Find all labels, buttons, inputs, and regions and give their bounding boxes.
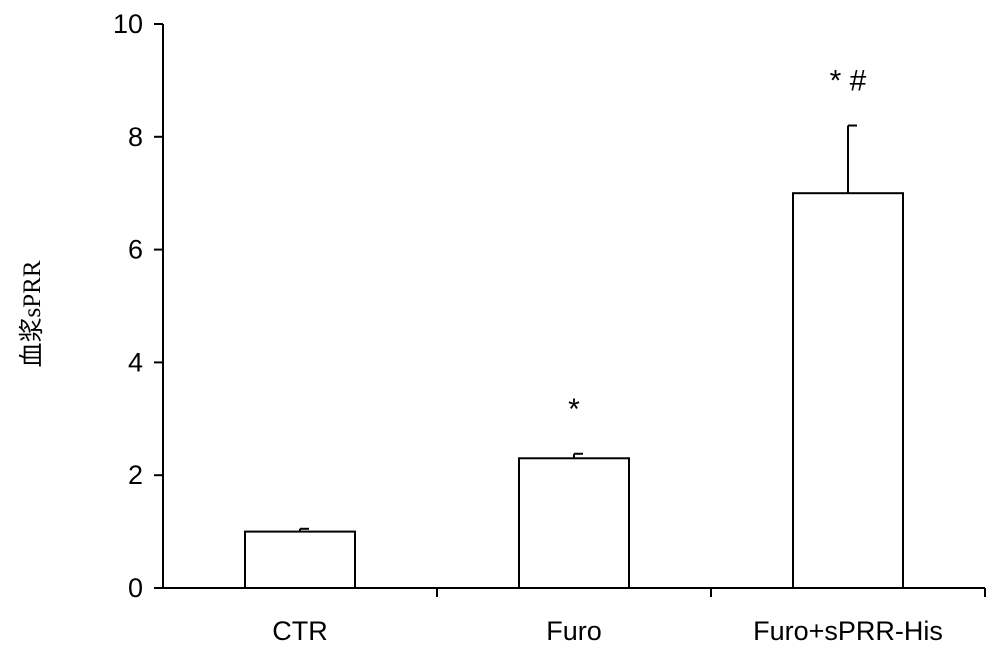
bar [518,457,630,589]
y-axis-title: 血浆sPRR [18,260,46,367]
significance-annotation: * # [830,65,867,98]
x-category-label: Furo+sPRR-His [753,616,943,646]
labels-layer: 0 2 4 6 8 10 CTR Furo * Furo+sPRR-His * # [113,9,943,646]
x-category-label: CTR [272,616,328,646]
y-tick-label: 2 [128,460,143,490]
y-tick-label: 6 [128,235,143,265]
y-tick-label: 8 [128,122,143,152]
bar [244,530,356,589]
y-tick-label: 10 [113,9,143,39]
bars-layer [244,124,904,589]
significance-annotation: * [568,393,580,426]
bar [792,192,904,589]
y-tick-label: 4 [128,347,143,377]
y-tick-label: 0 [128,573,143,603]
x-category-label: Furo [546,616,602,646]
